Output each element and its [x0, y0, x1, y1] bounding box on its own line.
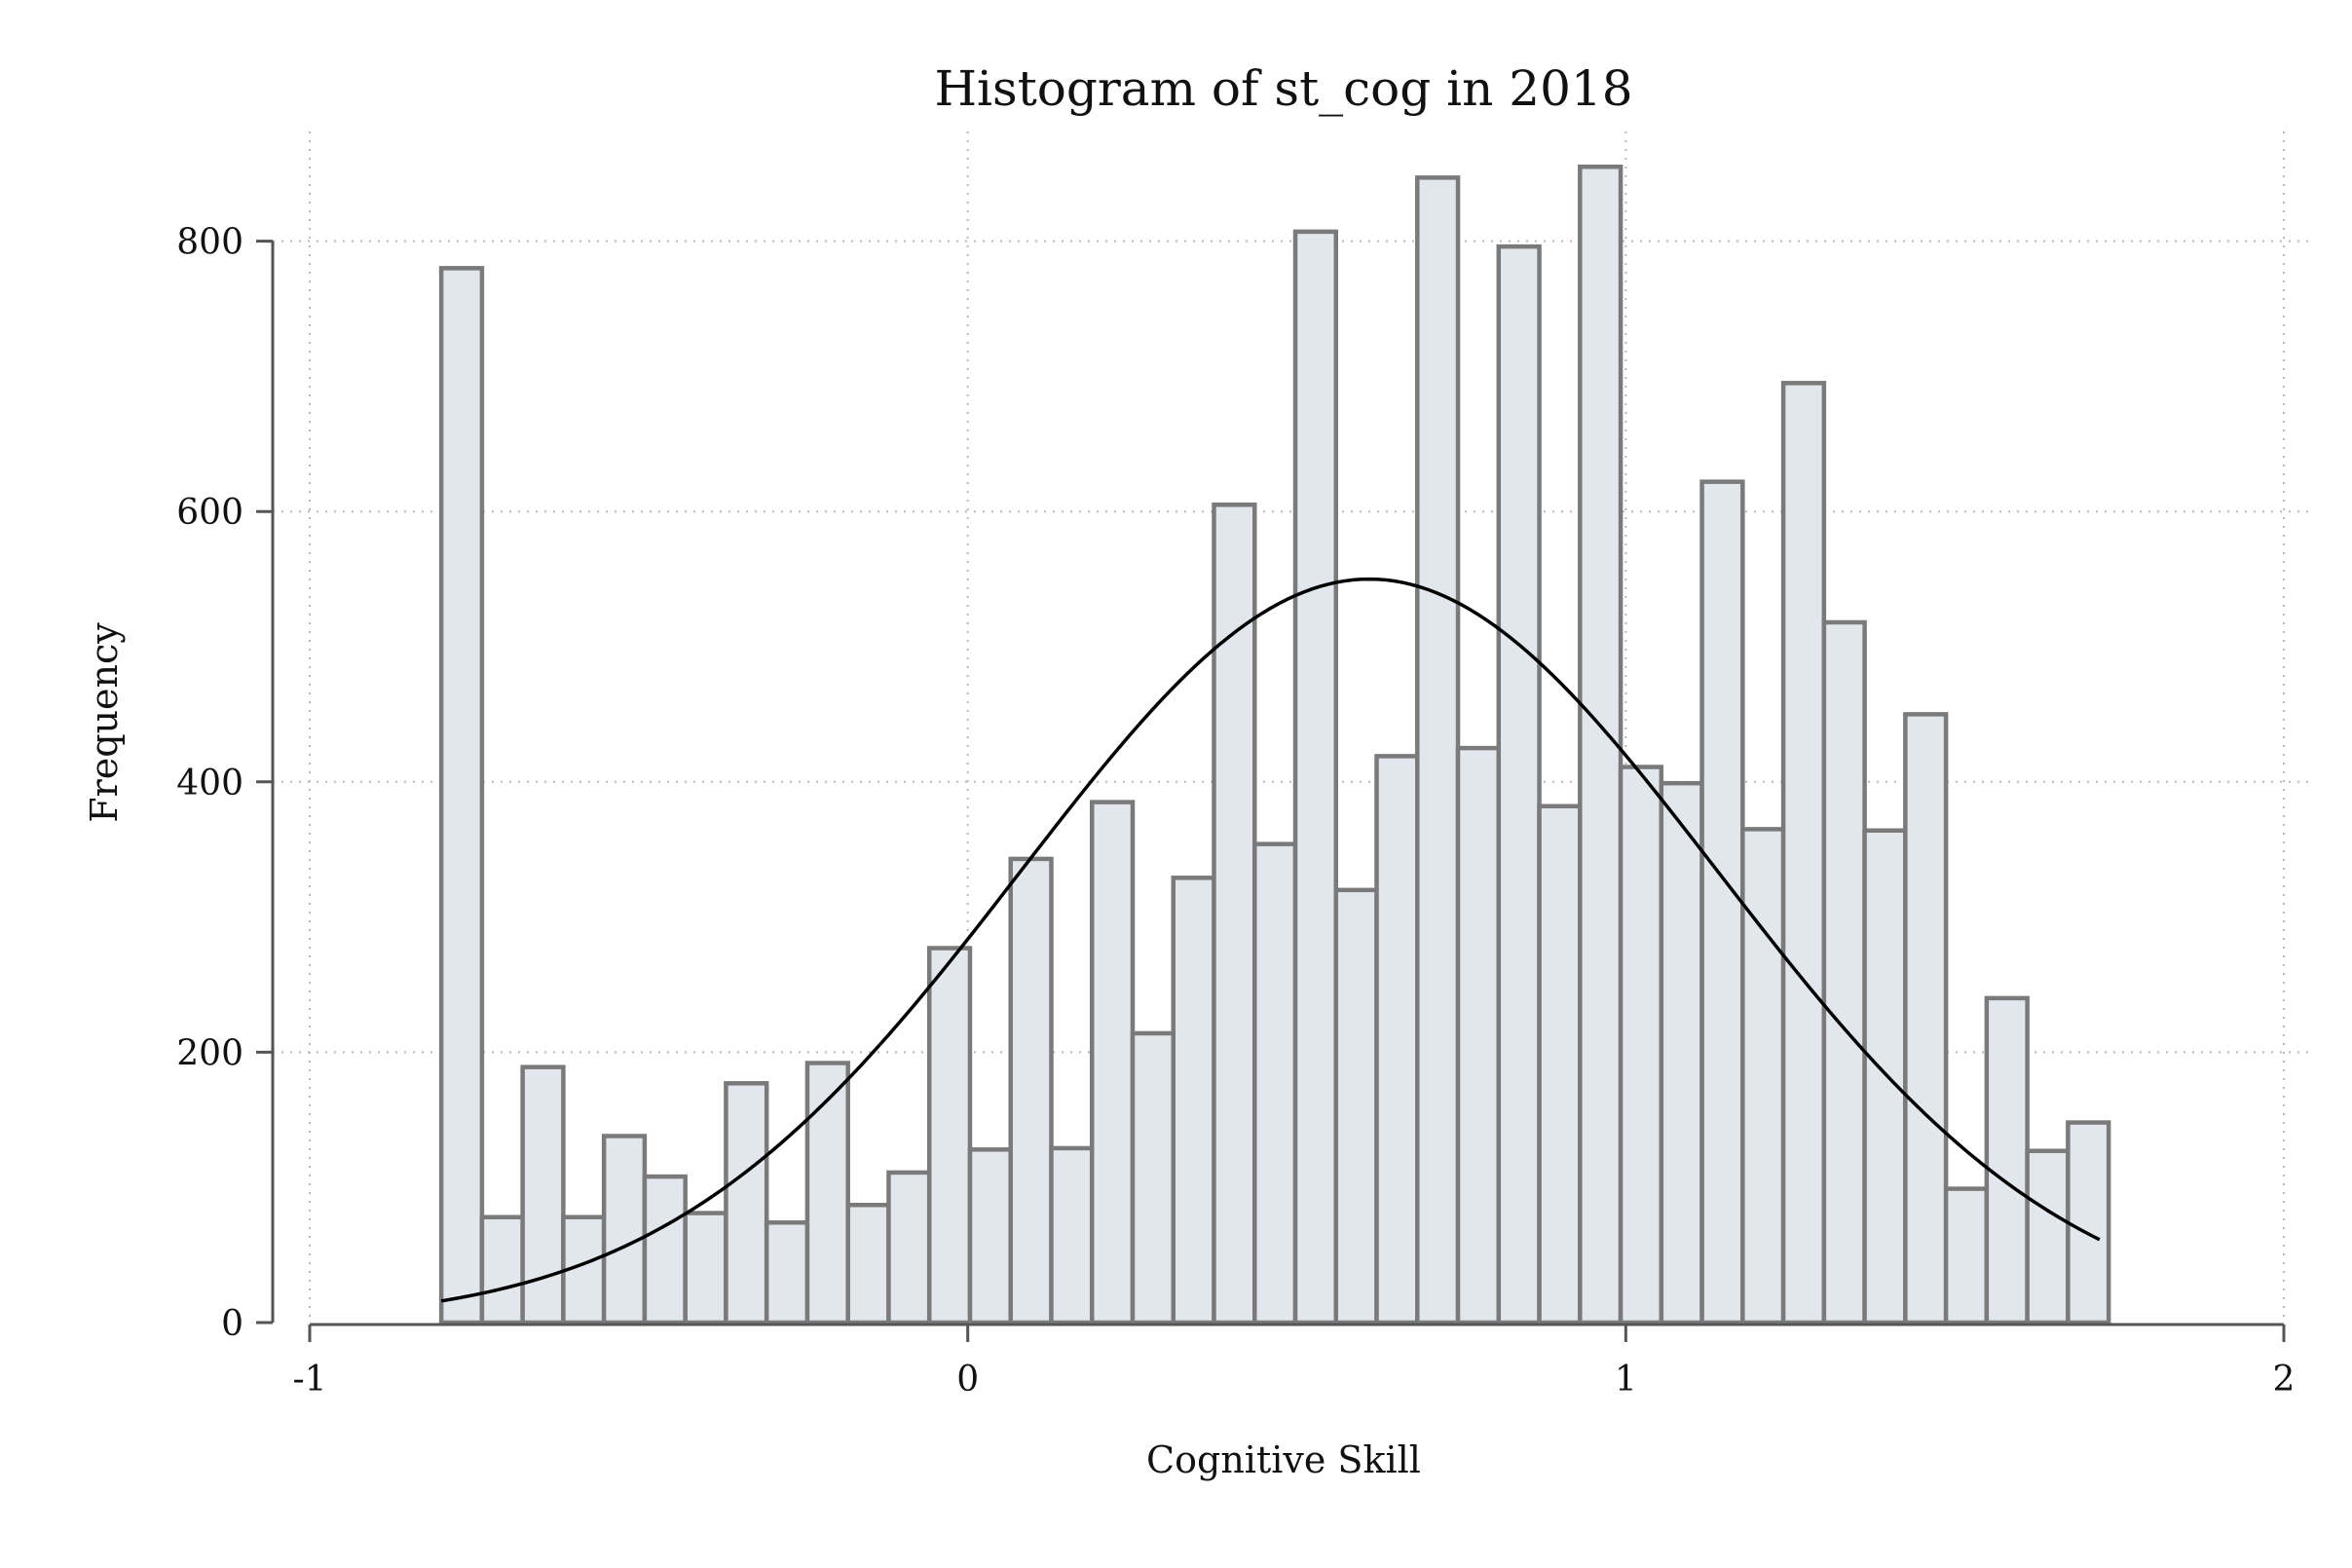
histogram-bar [601, 1134, 648, 1325]
histogram-bar [1943, 1186, 1990, 1325]
histogram-bar [1821, 619, 1867, 1325]
histogram-bar [1780, 381, 1827, 1325]
x-axis-label: Cognitive Skill [1146, 1438, 1421, 1481]
histogram-bar [2025, 1148, 2071, 1325]
y-tick-label: 600 [176, 493, 243, 533]
normal-density-curve [440, 577, 2101, 1303]
y-tick-label: 800 [176, 223, 243, 263]
y-tick-label: 200 [176, 1033, 243, 1073]
histogram-bar [967, 1147, 1013, 1325]
histogram-bar [1537, 803, 1583, 1325]
histogram-bar [1862, 828, 1908, 1325]
histogram-bar [1130, 1030, 1176, 1325]
histogram-bar [1252, 841, 1298, 1325]
histogram-bar [1903, 712, 1949, 1325]
y-tick-label: 400 [176, 764, 243, 803]
histogram-bar [1292, 229, 1339, 1325]
histogram-bar [520, 1064, 566, 1325]
histogram-bar [1618, 765, 1664, 1325]
histogram-bar [1089, 800, 1136, 1325]
histogram-bar [1333, 887, 1379, 1325]
histogram-bar [479, 1214, 525, 1325]
histogram-bar [1374, 754, 1420, 1325]
histogram-bar [1171, 876, 1216, 1325]
histogram-bar [1008, 856, 1054, 1325]
histogram-bar [2066, 1120, 2111, 1325]
axes: 0 200 400 600 800 -1 0 1 2 [176, 223, 2295, 1400]
histogram-bar [886, 1170, 932, 1325]
histogram-bar [804, 1061, 850, 1325]
chart-title: Histogram of st_cog in 2018 [934, 60, 1632, 117]
x-tick-label: 0 [956, 1360, 979, 1400]
x-tick-label: -1 [292, 1360, 326, 1400]
histogram-bar [438, 266, 485, 1325]
histogram-bar [1984, 995, 2030, 1325]
histogram-bar [1415, 175, 1461, 1325]
y-axis-label: Frequency [83, 622, 126, 823]
histogram-bar [764, 1220, 810, 1325]
histogram-bar [683, 1211, 728, 1325]
histogram-bar [1049, 1145, 1095, 1325]
histogram-bar [1455, 745, 1502, 1325]
histogram-bar [1578, 165, 1624, 1325]
histogram-bar [1699, 479, 1745, 1325]
histogram-bar [642, 1174, 688, 1325]
histogram-bar [845, 1202, 891, 1325]
y-tick-label: 0 [221, 1304, 243, 1344]
histogram-bar [724, 1081, 769, 1325]
x-tick-label: 2 [2273, 1360, 2296, 1400]
histogram-bar [1212, 503, 1257, 1325]
histogram-bar [1740, 827, 1786, 1325]
histogram-bar [1659, 780, 1704, 1325]
histogram-bar [926, 946, 973, 1325]
histogram-bar [1496, 243, 1542, 1325]
x-tick-label: 1 [1615, 1360, 1637, 1400]
